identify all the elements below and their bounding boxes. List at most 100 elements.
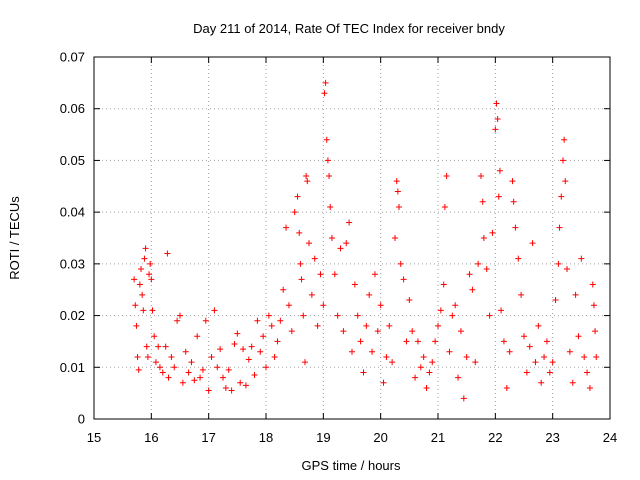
- data-point: [288, 328, 295, 335]
- data-point: [393, 178, 400, 185]
- data-point: [164, 250, 171, 257]
- data-point: [556, 224, 563, 231]
- data-point: [217, 346, 224, 353]
- data-point: [575, 333, 582, 340]
- data-point: [414, 338, 421, 345]
- data-point: [327, 203, 334, 210]
- data-point: [297, 260, 304, 267]
- data-point: [340, 328, 347, 335]
- data-point: [396, 203, 403, 210]
- data-point: [493, 100, 500, 107]
- data-point: [457, 328, 464, 335]
- data-point: [441, 203, 448, 210]
- data-point: [429, 359, 436, 366]
- data-point: [498, 307, 505, 314]
- data-point: [578, 255, 585, 262]
- data-point: [135, 366, 142, 373]
- data-point: [337, 245, 344, 252]
- data-point: [182, 348, 189, 355]
- data-point: [317, 271, 324, 278]
- data-point: [426, 369, 433, 376]
- data-point: [294, 193, 301, 200]
- data-point: [509, 178, 516, 185]
- data-point: [254, 317, 261, 324]
- data-point: [349, 348, 355, 355]
- data-point: [179, 379, 186, 386]
- data-point: [156, 364, 163, 371]
- data-point: [214, 364, 221, 371]
- data-point: [357, 338, 364, 345]
- data-point: [228, 387, 235, 394]
- data-point: [237, 379, 244, 386]
- data-point: [202, 317, 209, 324]
- data-point: [478, 172, 484, 179]
- data-point: [277, 317, 284, 324]
- data-point: [380, 379, 387, 386]
- data-point: [260, 333, 267, 340]
- data-point: [400, 276, 407, 283]
- data-point: [174, 317, 181, 324]
- data-point: [311, 255, 318, 262]
- y-tick-label: 0.06: [60, 101, 85, 116]
- x-tick-label: 16: [144, 430, 158, 445]
- data-point: [194, 333, 201, 340]
- data-point: [593, 353, 600, 360]
- data-point: [417, 364, 424, 371]
- data-point: [443, 172, 450, 179]
- data-point: [240, 346, 247, 353]
- data-point: [208, 353, 215, 360]
- data-point: [496, 167, 503, 174]
- data-point: [472, 359, 479, 366]
- data-point: [242, 382, 249, 389]
- data-point: [572, 291, 579, 298]
- data-point: [592, 328, 599, 335]
- data-point: [437, 307, 444, 314]
- data-point: [374, 328, 381, 335]
- data-point: [351, 281, 358, 288]
- data-point: [354, 312, 361, 319]
- data-point: [589, 281, 596, 288]
- data-point: [552, 297, 559, 304]
- data-point: [392, 235, 398, 241]
- data-point: [403, 338, 410, 345]
- data-point: [452, 302, 459, 309]
- data-point: [306, 240, 312, 247]
- y-tick-label: 0: [78, 412, 85, 427]
- data-point: [222, 384, 229, 391]
- data-point: [483, 266, 490, 273]
- x-tick-label: 20: [373, 430, 387, 445]
- data-point: [460, 395, 467, 402]
- data-point: [185, 369, 192, 376]
- data-point: [515, 255, 522, 262]
- y-axis-label: ROTI / TECUs: [7, 196, 22, 280]
- data-point: [371, 271, 378, 278]
- data-point: [479, 198, 486, 205]
- data-point: [152, 359, 159, 366]
- data-point: [440, 281, 447, 288]
- data-point: [271, 353, 278, 360]
- data-point: [486, 312, 493, 319]
- x-axis-ticks: 15 16 17 18 19 20 21 22 23 24: [87, 57, 617, 445]
- data-point: [303, 172, 310, 179]
- data-point: [136, 281, 143, 288]
- data-point: [463, 353, 470, 360]
- y-tick-label: 0.01: [60, 360, 85, 375]
- data-point: [159, 369, 166, 376]
- data-point: [521, 333, 527, 340]
- data-point: [435, 322, 441, 329]
- data-point: [386, 322, 393, 329]
- data-point: [558, 193, 565, 200]
- data-point: [561, 136, 568, 143]
- data-point: [146, 271, 153, 278]
- data-point: [369, 348, 376, 355]
- data-point: [283, 224, 290, 231]
- data-point: [331, 271, 338, 278]
- data-point: [144, 353, 151, 360]
- data-point: [503, 384, 510, 391]
- data-point: [263, 364, 269, 371]
- data-point: [171, 364, 178, 371]
- data-point: [151, 333, 158, 340]
- x-axis-label: GPS time / hours: [302, 458, 401, 473]
- data-point: [296, 229, 303, 236]
